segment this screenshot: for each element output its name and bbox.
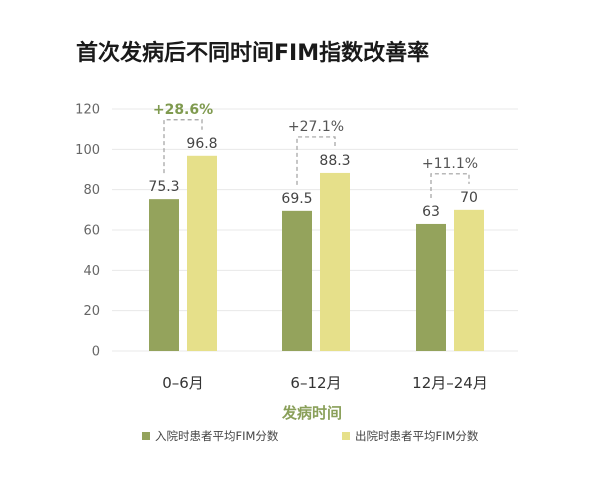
x-category-label: 12月–24月 xyxy=(412,374,488,392)
chart-title: 首次发病后不同时间FIM指数改善率 xyxy=(76,40,429,66)
data-label: 63 xyxy=(422,204,440,220)
improvement-bracket-0 xyxy=(163,119,203,174)
data-label: 96.8 xyxy=(186,136,217,152)
grid-lines xyxy=(112,108,518,352)
bar-admission-1 xyxy=(282,210,312,351)
data-label: 69.5 xyxy=(281,191,312,207)
bar-discharge-1 xyxy=(320,172,350,351)
y-tick-label: 0 xyxy=(92,345,100,360)
y-tick-label: 80 xyxy=(83,183,100,198)
bars xyxy=(149,155,484,351)
legend-swatch-0 xyxy=(142,432,150,440)
x-axis-categories: 0–6月 6–12月 12月–24月 xyxy=(162,374,488,392)
data-labels: 75.3 96.8 69.5 88.3 63 70 xyxy=(148,136,478,220)
x-category-label: 0–6月 xyxy=(162,374,204,392)
improvement-label: +27.1% xyxy=(288,119,344,135)
bar-admission-0 xyxy=(149,199,179,351)
bar-admission-2 xyxy=(416,223,446,351)
legend: 入院时患者平均FIM分数 出院时患者平均FIM分数 xyxy=(142,429,479,443)
bar-discharge-2 xyxy=(454,209,484,351)
data-label: 70 xyxy=(460,190,478,206)
legend-entry: 出院时患者平均FIM分数 xyxy=(355,429,479,443)
y-tick-label: 20 xyxy=(83,304,100,319)
x-category-label: 6–12月 xyxy=(290,374,341,392)
improvement-brackets: +28.6% +27.1% +11.1% xyxy=(153,102,478,198)
improvement-label: +28.6% xyxy=(153,102,213,118)
improvement-bracket-1 xyxy=(296,136,336,185)
y-axis-ticks: 0 20 40 60 80 100 120 xyxy=(75,103,100,360)
y-tick-label: 40 xyxy=(83,264,100,279)
x-axis-title: 发病时间 xyxy=(281,404,342,422)
legend-swatch-1 xyxy=(342,432,350,440)
data-label: 75.3 xyxy=(148,179,179,195)
y-tick-label: 120 xyxy=(75,103,100,118)
data-label: 88.3 xyxy=(319,153,350,169)
y-tick-label: 60 xyxy=(83,224,100,239)
y-tick-label: 100 xyxy=(75,143,100,158)
improvement-label: +11.1% xyxy=(422,156,478,172)
legend-entry: 入院时患者平均FIM分数 xyxy=(155,429,279,443)
bar-discharge-0 xyxy=(187,155,217,351)
improvement-bracket-2 xyxy=(430,173,470,198)
